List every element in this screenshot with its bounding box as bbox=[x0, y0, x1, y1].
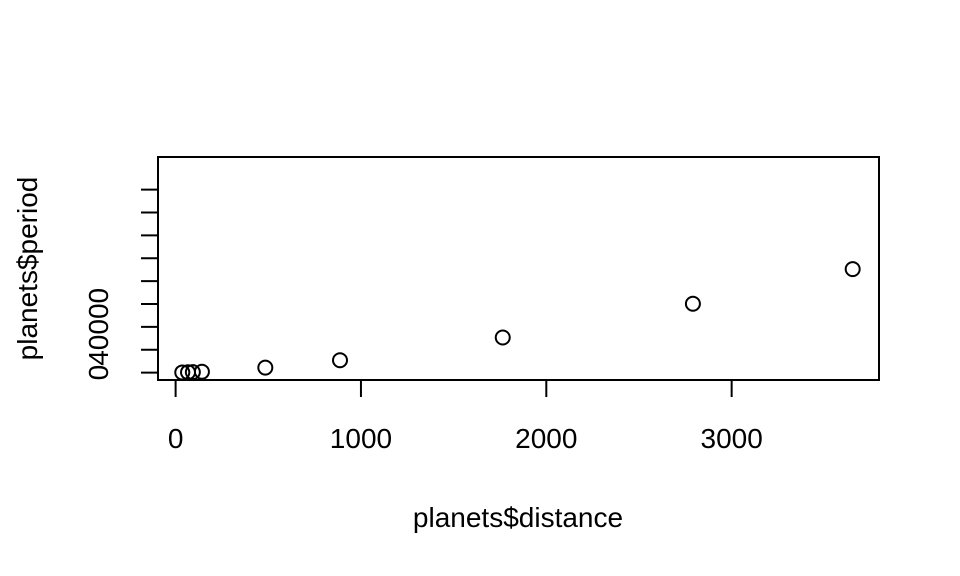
y-tick-label: 40000 bbox=[83, 288, 114, 366]
data-point bbox=[494, 329, 511, 346]
x-tick-label: 2000 bbox=[515, 423, 577, 454]
data-point bbox=[193, 363, 210, 380]
plot-frame bbox=[157, 156, 880, 381]
data-point bbox=[257, 359, 274, 376]
data-point bbox=[184, 364, 201, 381]
x-tick-label: 0 bbox=[168, 423, 184, 454]
data-point bbox=[684, 295, 701, 312]
data-point bbox=[844, 261, 861, 278]
x-tick-label: 1000 bbox=[330, 423, 392, 454]
data-point bbox=[332, 352, 349, 369]
x-axis-label: planets$distance bbox=[413, 502, 623, 533]
y-tick-label: 0 bbox=[83, 365, 114, 381]
data-points bbox=[174, 261, 861, 381]
x-tick-label: 3000 bbox=[701, 423, 763, 454]
x-axis: 0 1000 2000 3000 bbox=[168, 379, 763, 454]
y-axis-label: planets$period bbox=[12, 177, 43, 361]
data-point bbox=[174, 364, 191, 381]
